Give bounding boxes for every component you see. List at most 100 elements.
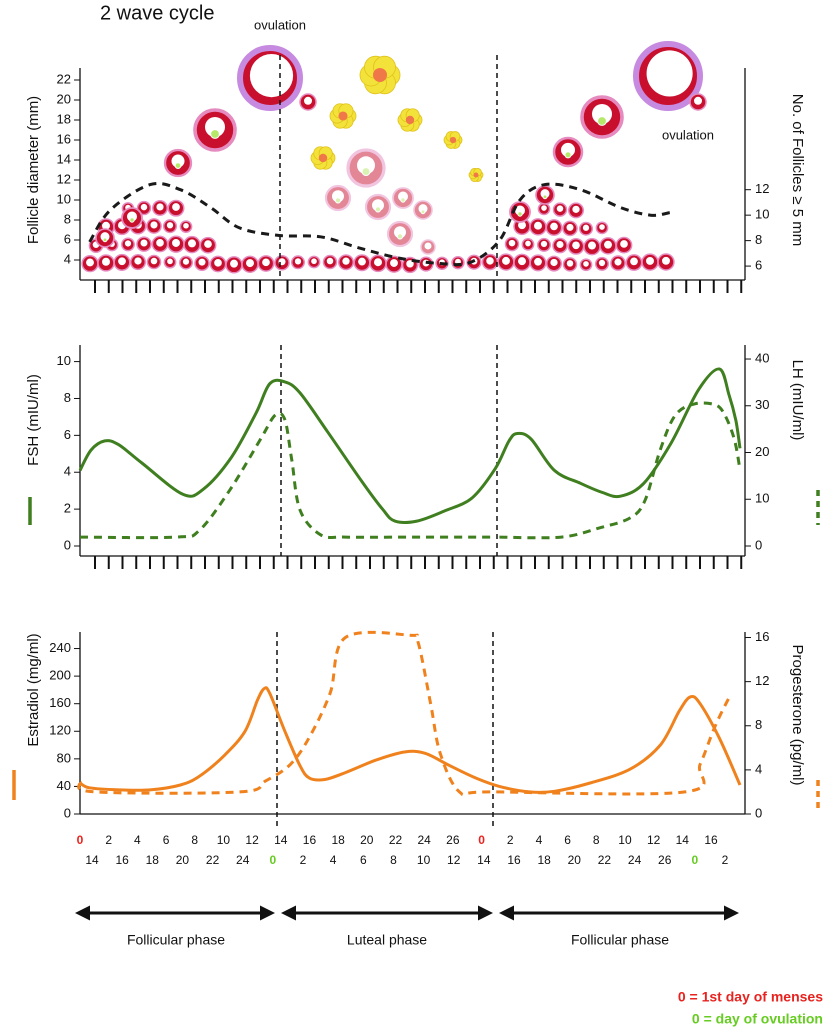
cycle-day-label: 6	[564, 833, 571, 847]
ovulation-day-label: 16	[115, 853, 129, 867]
follicle-antrum	[572, 241, 580, 250]
follicle	[529, 218, 547, 236]
phase-label: Luteal phase	[347, 932, 427, 948]
follicle	[193, 108, 237, 152]
ovulation-day-label: 12	[447, 853, 461, 867]
follicle	[451, 255, 465, 270]
follicle-antrum	[172, 203, 180, 211]
corpus-luteum	[397, 108, 423, 132]
cycle-day-label: 0	[478, 833, 485, 847]
y2-tick-label: 20	[755, 444, 769, 459]
core	[338, 111, 348, 121]
follicle	[324, 184, 352, 212]
follicle	[353, 254, 371, 272]
cycle-day-label: 18	[331, 833, 345, 847]
follicle-antrum	[140, 239, 148, 247]
follicle	[194, 255, 210, 272]
ovulation-day-label: 20	[176, 853, 190, 867]
oocyte	[102, 237, 108, 243]
oocyte	[420, 209, 426, 215]
follicle-antrum	[566, 260, 574, 267]
follicle	[521, 237, 535, 251]
follicle	[274, 254, 290, 271]
follicle-antrum	[357, 156, 375, 175]
y-tick-label: 240	[49, 640, 71, 655]
follicle	[307, 255, 321, 269]
cycle-day-label: 6	[163, 833, 170, 847]
follicle	[552, 202, 568, 217]
y-tick-label: 8	[64, 211, 71, 226]
y-axis-title: FSH (mIU/ml)	[25, 374, 42, 466]
follicle	[386, 220, 414, 248]
follicle-antrum	[561, 142, 575, 157]
y-tick-label: 10	[57, 191, 71, 206]
phase-label: Follicular phase	[127, 932, 225, 948]
cycle-day-label: 12	[647, 833, 661, 847]
follicle-antrum	[582, 224, 590, 231]
ovulation-day-label: 26	[658, 853, 672, 867]
follicle	[199, 236, 217, 254]
follicle-antrum	[588, 241, 596, 250]
oocyte	[174, 162, 182, 169]
y-tick-label: 120	[49, 723, 71, 738]
y2-tick-label: 8	[755, 717, 762, 732]
cycle-day-label: 2	[105, 833, 112, 847]
follicle	[209, 255, 227, 273]
follicle-antrum	[394, 226, 406, 239]
cycle-day-label: 10	[618, 833, 632, 847]
corpus-luteum	[468, 168, 484, 182]
y-tick-label: 4	[64, 464, 71, 479]
core	[449, 136, 457, 144]
core	[318, 153, 328, 163]
cycle-day-label: 16	[704, 833, 718, 847]
y-tick-label: 160	[49, 695, 71, 710]
follicle	[163, 255, 177, 269]
y-axis-title: Follicle diameter (mm)	[25, 96, 42, 244]
oocyte	[334, 197, 342, 204]
follicle	[552, 237, 568, 254]
series-line	[77, 630, 732, 797]
ovulation-day-label: 0	[270, 853, 277, 867]
ovulation-day-label: 10	[417, 853, 431, 867]
key-entry: 0 = day of ovulation	[692, 1011, 823, 1027]
follicle	[567, 238, 585, 255]
follicle	[568, 202, 584, 219]
ovulation-day-label: 2	[300, 853, 307, 867]
follicle-antrum	[604, 240, 612, 249]
oocyte	[210, 129, 220, 139]
follicle	[225, 256, 243, 274]
series-line	[79, 401, 742, 540]
ovulation-day-label: 22	[598, 853, 612, 867]
follicle-antrum	[540, 240, 548, 248]
follicle	[413, 200, 433, 220]
follicle	[545, 219, 563, 236]
y2-tick-label: 8	[755, 232, 762, 247]
cycle-day-label: 16	[303, 833, 317, 847]
follicle-antrum	[572, 205, 580, 213]
annotation: ovulation	[662, 127, 714, 142]
follicle	[241, 255, 259, 273]
ovulation-day-label: 2	[722, 853, 729, 867]
follicle	[529, 254, 547, 272]
follicle	[552, 136, 584, 168]
cycle-day-label: 2	[507, 833, 514, 847]
follicle-antrum	[534, 221, 542, 230]
oocyte	[517, 211, 523, 217]
ovulation-day-label: 0	[692, 853, 699, 867]
y-tick-label: 40	[57, 778, 71, 793]
series-line	[78, 367, 742, 524]
follicle	[689, 93, 707, 111]
follicle-antrum	[599, 224, 605, 230]
cycle-day-label: 24	[418, 833, 432, 847]
follicle-antrum	[205, 117, 225, 137]
follicle-antrum	[556, 241, 564, 249]
y-tick-label: 16	[57, 131, 71, 146]
follicle-antrum	[372, 199, 384, 212]
y2-tick-label: 6	[755, 258, 762, 273]
follicle-antrum	[166, 222, 174, 229]
follicle-antrum	[508, 239, 516, 247]
follicle	[625, 254, 643, 271]
follicle-antrum	[167, 258, 173, 265]
follicle	[346, 148, 386, 188]
follicle	[595, 221, 609, 235]
